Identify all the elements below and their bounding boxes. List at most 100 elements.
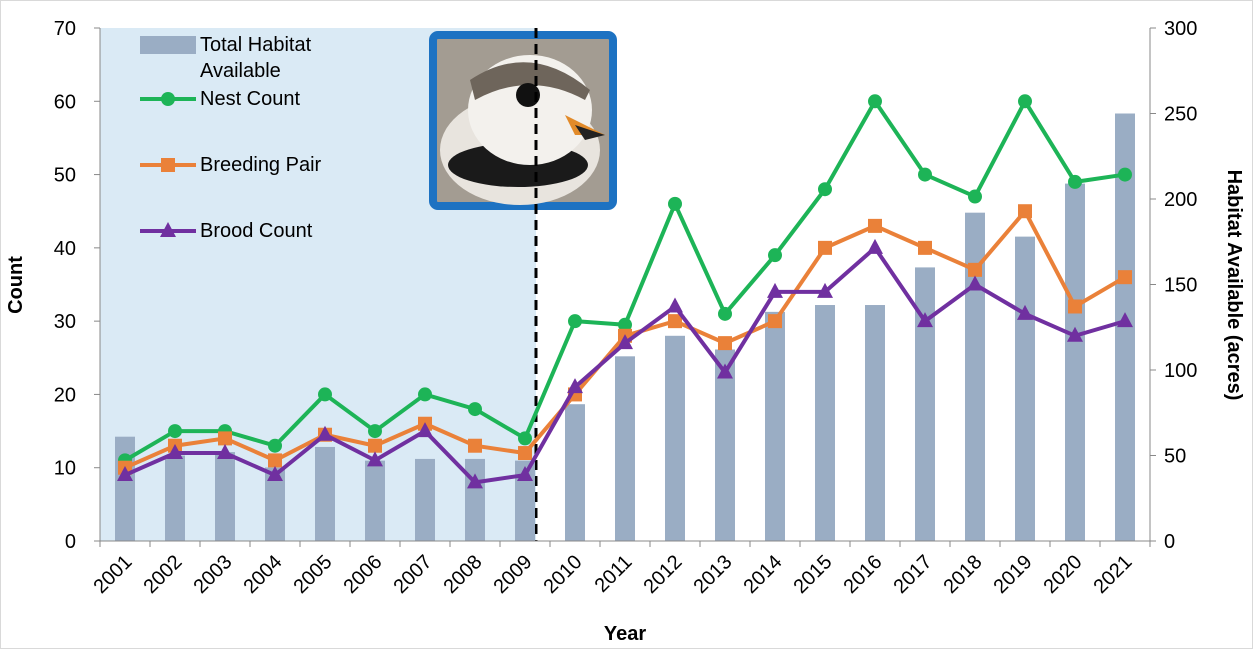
y2-tick-label: 200 bbox=[1164, 189, 1197, 211]
bar bbox=[1115, 113, 1135, 541]
legend-key bbox=[140, 92, 196, 106]
bar bbox=[1015, 236, 1035, 541]
legend-swatch bbox=[140, 36, 196, 54]
marker bbox=[217, 444, 233, 460]
marker bbox=[668, 314, 682, 329]
x-axis-label: Year bbox=[604, 623, 646, 645]
x-tick-label: 2012 bbox=[640, 551, 687, 598]
y-tick-label: 60 bbox=[54, 91, 76, 113]
marker bbox=[418, 387, 432, 402]
marker bbox=[968, 262, 982, 277]
marker bbox=[1117, 312, 1133, 328]
marker bbox=[368, 424, 382, 439]
x-tick-label: 2011 bbox=[591, 551, 637, 597]
bar bbox=[165, 455, 185, 541]
bar bbox=[815, 305, 835, 541]
x-tick-label: 2018 bbox=[940, 551, 987, 598]
bar bbox=[115, 436, 135, 541]
marker bbox=[168, 424, 182, 439]
marker bbox=[317, 425, 333, 441]
legend-label: Nest Count bbox=[200, 88, 301, 110]
y2-tick-label: 50 bbox=[1164, 446, 1186, 468]
x-tick-label: 2008 bbox=[440, 551, 487, 598]
marker bbox=[868, 218, 882, 233]
y-axis-label: Count bbox=[5, 256, 27, 314]
y2-tick-label: 0 bbox=[1164, 531, 1175, 553]
marker bbox=[518, 431, 532, 446]
bar bbox=[865, 305, 885, 541]
x-tick-label: 2002 bbox=[140, 551, 187, 598]
marker bbox=[617, 334, 633, 350]
x-tick-label: 2006 bbox=[340, 551, 387, 598]
marker bbox=[667, 297, 683, 313]
y2-tick-label: 100 bbox=[1164, 360, 1197, 382]
marker bbox=[918, 167, 932, 182]
x-tick-label: 2013 bbox=[690, 551, 737, 598]
marker bbox=[718, 336, 732, 351]
marker bbox=[567, 378, 583, 394]
legend-label: Total Habitat Available bbox=[200, 34, 312, 82]
marker bbox=[161, 92, 175, 106]
x-tick-label: 2014 bbox=[740, 551, 787, 598]
bird-photo bbox=[429, 31, 617, 210]
bar bbox=[265, 467, 285, 541]
marker bbox=[1018, 94, 1032, 109]
x-tick-label: 2017 bbox=[890, 551, 937, 598]
marker bbox=[817, 282, 833, 298]
x-tick-label: 2003 bbox=[190, 551, 237, 598]
bar bbox=[915, 267, 935, 541]
marker bbox=[717, 363, 733, 379]
x-tick-label: 2010 bbox=[540, 551, 587, 598]
legend: Total Habitat Available Nest Count Breedin… bbox=[140, 32, 380, 284]
legend-label: Breeding Pair bbox=[200, 154, 322, 176]
marker bbox=[968, 189, 982, 204]
x-tick-label: 2001 bbox=[90, 551, 137, 598]
y-tick-label: 50 bbox=[54, 165, 76, 187]
bar bbox=[415, 458, 435, 541]
marker bbox=[1067, 326, 1083, 342]
marker bbox=[768, 314, 782, 329]
x-tick-label: 2015 bbox=[790, 551, 837, 598]
legend-entry: Brood Count bbox=[140, 218, 380, 284]
marker bbox=[767, 282, 783, 298]
x-tick-label: 2021 bbox=[1090, 551, 1137, 598]
y-tick-label: 0 bbox=[65, 531, 76, 553]
marker bbox=[568, 314, 582, 329]
y-tick-label: 30 bbox=[54, 311, 76, 333]
marker bbox=[618, 317, 632, 332]
marker bbox=[718, 306, 732, 321]
y2-tick-label: 250 bbox=[1164, 104, 1197, 126]
legend-entry: Nest Count bbox=[140, 86, 380, 152]
marker bbox=[1017, 304, 1033, 320]
bar bbox=[215, 452, 235, 541]
marker bbox=[517, 466, 533, 482]
legend-entry: Total Habitat Available bbox=[140, 32, 380, 86]
legend-label: Brood Count bbox=[200, 220, 313, 242]
marker bbox=[318, 387, 332, 402]
marker bbox=[268, 453, 282, 468]
y-tick-label: 70 bbox=[54, 18, 76, 40]
marker bbox=[468, 402, 482, 417]
marker bbox=[818, 182, 832, 197]
marker bbox=[417, 422, 433, 438]
marker bbox=[367, 451, 383, 467]
marker bbox=[1118, 270, 1132, 285]
x-tick-label: 2016 bbox=[840, 551, 887, 598]
marker bbox=[918, 240, 932, 255]
bar bbox=[365, 460, 385, 541]
marker bbox=[818, 240, 832, 255]
x-tick-label: 2004 bbox=[240, 551, 287, 598]
marker bbox=[1068, 299, 1082, 314]
x-tick-label: 2020 bbox=[1040, 551, 1087, 598]
bar bbox=[315, 446, 335, 541]
y-tick-label: 10 bbox=[54, 458, 76, 480]
legend-key bbox=[140, 158, 196, 172]
bar bbox=[465, 458, 485, 541]
marker bbox=[167, 444, 183, 460]
legend-entry: Breeding Pair bbox=[140, 152, 380, 218]
marker bbox=[160, 222, 176, 237]
marker bbox=[1018, 204, 1032, 219]
marker bbox=[868, 94, 882, 109]
legend-key bbox=[140, 222, 196, 237]
